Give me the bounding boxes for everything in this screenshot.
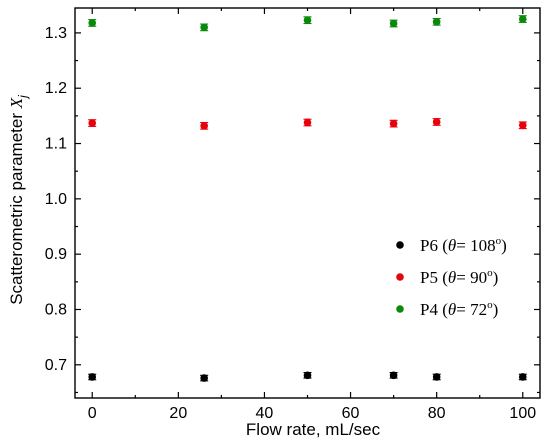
legend-label: P5 (θ= 90o) [420, 267, 498, 287]
x-tick-label: 20 [169, 405, 187, 422]
legend-series-name: P6 ( [420, 236, 448, 255]
y-axis-title-subscript: j [16, 95, 30, 100]
data-point [200, 122, 208, 130]
series-P5 [88, 118, 527, 130]
x-tick-label: 80 [428, 405, 446, 422]
legend-close-paren: ) [501, 236, 507, 255]
y-tick-label: 1.3 [45, 25, 67, 42]
data-points [88, 15, 527, 382]
y-axis-title: Scatterometric parameter Xj [7, 95, 30, 305]
data-point [432, 118, 441, 126]
y-tick-label: 1.0 [45, 191, 67, 208]
series-P4 [88, 15, 527, 32]
data-point [303, 16, 312, 24]
y-axis-title-main: Scatterometric parameter [7, 108, 26, 305]
legend-theta-symbol: θ [448, 300, 456, 319]
y-tick-label: 1.2 [45, 80, 67, 97]
legend-close-paren: ) [493, 268, 499, 287]
legend-theta-symbol: θ [448, 268, 456, 287]
y-axis-ticks: 0.7 0.8 0.9 1.0 1.1 1.2 1.3 [45, 25, 540, 394]
legend-degree-sign: o [487, 267, 493, 279]
plot-frame [74, 7, 541, 399]
data-point [432, 373, 441, 381]
data-point [303, 371, 312, 380]
x-axis-ticks: 0 20 40 60 80 100 [88, 8, 536, 422]
y-tick-label: 0.9 [45, 246, 67, 263]
y-tick-label: 0.7 [45, 357, 67, 374]
legend-label: P4 (θ= 72o) [420, 299, 498, 319]
data-point [389, 119, 398, 128]
legend-item-P4: P4 (θ= 72o) [396, 299, 498, 319]
legend-theta-value: = 90 [456, 268, 487, 287]
legend-theta-value: = 108 [456, 236, 495, 255]
legend-degree-sign: o [496, 235, 502, 247]
data-point [200, 23, 208, 32]
series-P6 [88, 371, 527, 382]
legend: P6 (θ= 108o)P5 (θ= 90o)P4 (θ= 72o) [396, 235, 507, 319]
legend-close-paren: ) [493, 300, 499, 319]
legend-degree-sign: o [487, 299, 493, 311]
x-axis-title: Flow rate, mL/sec [246, 420, 381, 439]
y-tick-label: 0.8 [45, 301, 67, 318]
legend-marker [396, 305, 404, 313]
legend-series-name: P4 ( [420, 300, 448, 319]
data-point [389, 371, 398, 380]
data-point [389, 19, 398, 28]
y-axis-title-symbol: X [7, 97, 26, 109]
data-point [518, 121, 527, 130]
legend-item-P6: P6 (θ= 108o) [396, 235, 507, 255]
data-point [200, 374, 208, 382]
legend-item-P5: P5 (θ= 90o) [396, 267, 498, 287]
legend-label: P6 (θ= 108o) [420, 235, 507, 255]
x-tick-label: 60 [342, 405, 360, 422]
x-tick-label: 100 [509, 405, 536, 422]
data-point [88, 119, 97, 127]
legend-theta-value: = 72 [456, 300, 487, 319]
x-tick-label: 40 [256, 405, 274, 422]
x-tick-label: 0 [88, 405, 97, 422]
data-point [518, 373, 527, 381]
legend-theta-symbol: θ [448, 236, 456, 255]
legend-series-name: P5 ( [420, 268, 448, 287]
data-point [88, 373, 97, 381]
data-point [518, 15, 527, 23]
y-tick-label: 1.1 [45, 136, 67, 153]
data-point [432, 18, 441, 26]
data-point [88, 19, 97, 27]
legend-marker [396, 241, 404, 249]
plot-border [74, 7, 541, 399]
legend-marker [396, 273, 404, 281]
data-point [303, 118, 312, 127]
